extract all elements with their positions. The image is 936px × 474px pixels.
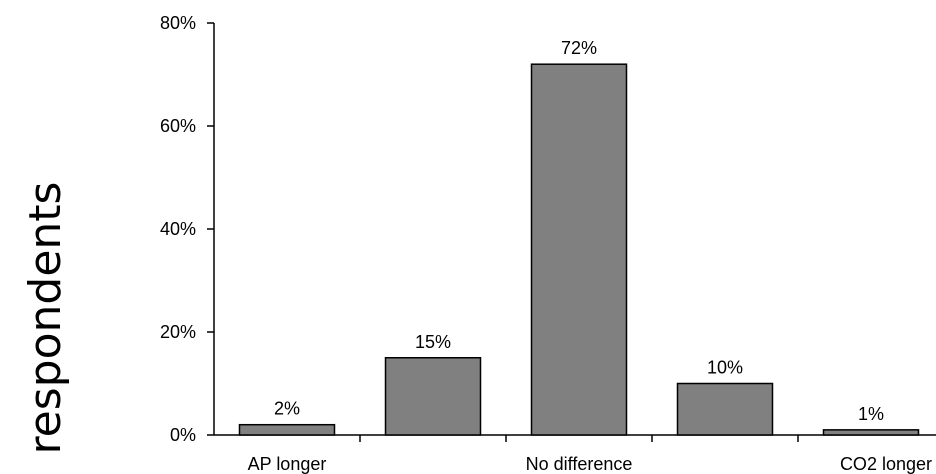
bar-data-label: 10% xyxy=(707,358,743,378)
bar-data-label: 1% xyxy=(858,404,884,424)
bar xyxy=(676,382,774,436)
y-tick-label: 80% xyxy=(160,13,196,33)
bar xyxy=(384,357,482,436)
bars xyxy=(238,63,920,436)
bar-data-label: 15% xyxy=(415,332,451,352)
y-tick-label: 20% xyxy=(160,322,196,342)
x-category-label: AP longer xyxy=(248,454,327,474)
bar-data-label: 72% xyxy=(561,38,597,58)
y-tick-label: 60% xyxy=(160,116,196,136)
bar xyxy=(530,63,628,436)
y-axis-title: respondents xyxy=(20,182,71,455)
bar xyxy=(238,423,336,436)
category-labels: AP longer No difference CO2 longer xyxy=(248,454,932,474)
y-tick-label: 40% xyxy=(160,219,196,239)
bar xyxy=(822,429,920,436)
y-axis-title-group: respondents xyxy=(20,182,71,455)
y-tick-label: 0% xyxy=(170,425,196,445)
bar-data-labels: 2% 15% 72% 10% 1% xyxy=(274,38,884,424)
x-category-label: CO2 longer xyxy=(840,454,932,474)
y-ticks: 0% 20% 40% 60% 80% xyxy=(160,13,214,445)
x-category-label: No difference xyxy=(526,454,633,474)
bar-data-label: 2% xyxy=(274,399,300,419)
